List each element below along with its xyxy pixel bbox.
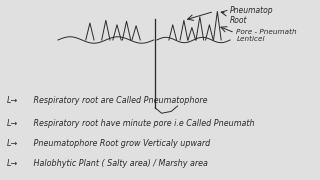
Text: Pneumatop
Root: Pneumatop Root [230, 6, 274, 25]
Text: L→: L→ [7, 139, 18, 148]
Text: L→: L→ [7, 159, 18, 168]
Text: Respiratory root are Called Pneumatophore: Respiratory root are Called Pneumatophor… [31, 96, 207, 105]
Text: L→: L→ [7, 120, 18, 129]
Text: Pore - Pneumath
Lenticel: Pore - Pneumath Lenticel [236, 29, 297, 42]
Text: Pneumatophore Root grow Verticaly upward: Pneumatophore Root grow Verticaly upward [31, 139, 210, 148]
Text: Respiratory root have minute pore i.e Called Pneumath: Respiratory root have minute pore i.e Ca… [31, 120, 255, 129]
Text: Halobhytic Plant ( Salty area) / Marshy area: Halobhytic Plant ( Salty area) / Marshy … [31, 159, 208, 168]
Text: L→: L→ [7, 96, 18, 105]
